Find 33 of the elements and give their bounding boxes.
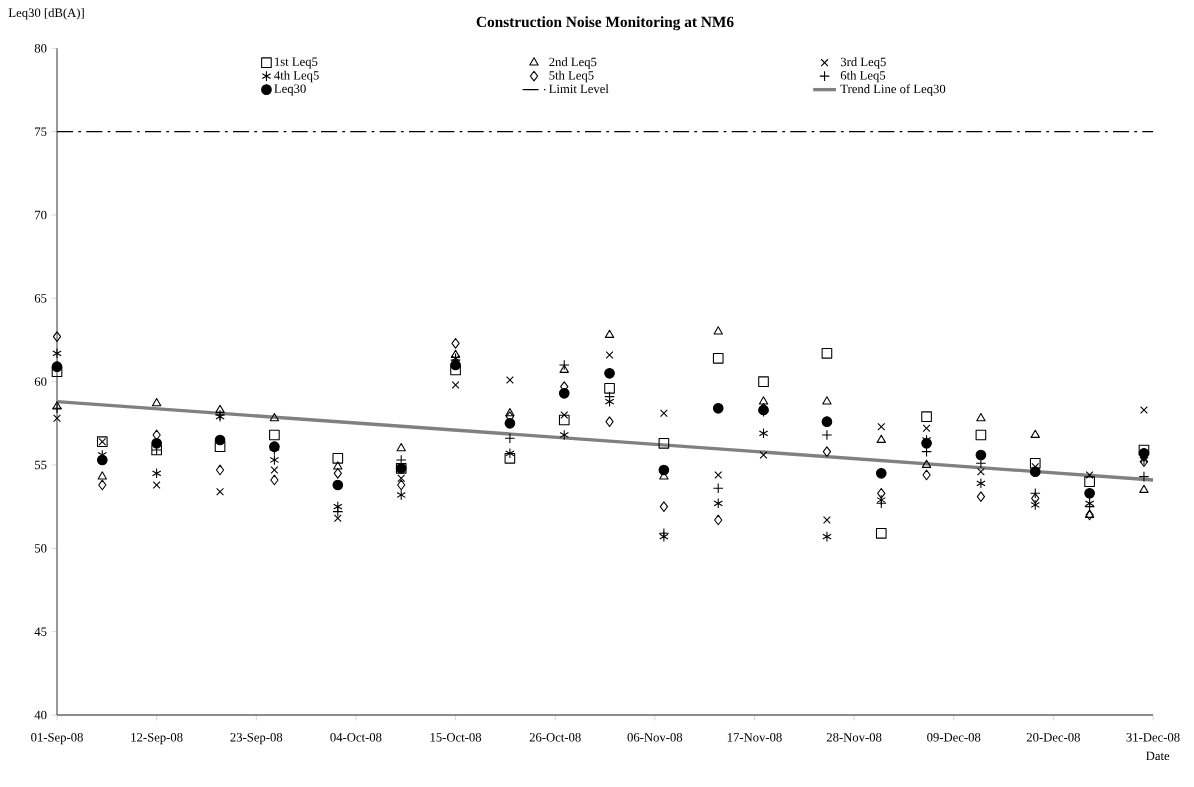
legend-label: 2nd Leq5: [549, 57, 597, 69]
x-tick-label: 31-Dec-08: [1126, 733, 1180, 742]
legend-label: 1st Leq5: [275, 57, 318, 69]
x-tick-label: 12-Sep-08: [131, 733, 183, 745]
x-tick-label: 28-Nov-08: [826, 733, 882, 742]
legend-label: 3rd Leq5: [840, 57, 886, 69]
legend-label: Trend Line of Leq30: [840, 84, 946, 96]
legend-label: 6th Leq5: [840, 70, 886, 83]
legend-label: Leq30: [274, 84, 306, 96]
legend-label: 5th Leq5: [549, 70, 594, 83]
y-tick-label: 45: [34, 627, 47, 636]
x-tick-label: 20-Dec-08: [1026, 733, 1080, 742]
y-axis-title: Leq30 [dB(A)]: [8, 8, 84, 20]
y-tick-label: 40: [34, 710, 47, 720]
y-tick-label: 55: [35, 460, 47, 470]
y-tick-label: 80: [34, 44, 47, 53]
y-tick-label: 60: [34, 377, 47, 386]
x-tick-label: 23-Sep-08: [230, 733, 283, 745]
y-tick-label: 65: [34, 294, 47, 303]
x-tick-label: 09-Dec-08: [927, 733, 981, 742]
x-axis-title: Date: [1146, 751, 1170, 761]
x-tick-label: 01-Sep-08: [31, 733, 83, 745]
legend-label: Limit Level: [549, 84, 609, 94]
x-tick-label: 26-Oct-08: [529, 733, 581, 742]
x-tick-label: 17-Nov-08: [727, 733, 782, 742]
x-tick-label: 15-Oct-08: [430, 733, 482, 742]
legend-label: 4th Leq5: [274, 70, 319, 83]
chart-title: Construction Noise Monitoring at NM6: [476, 16, 734, 31]
y-tick-label: 70: [35, 210, 47, 220]
x-tick-label: 04-Oct-08: [330, 733, 382, 742]
y-tick-label: 75: [35, 127, 47, 136]
y-tick-label: 50: [35, 544, 47, 553]
x-tick-label: 06-Nov-08: [627, 733, 683, 742]
